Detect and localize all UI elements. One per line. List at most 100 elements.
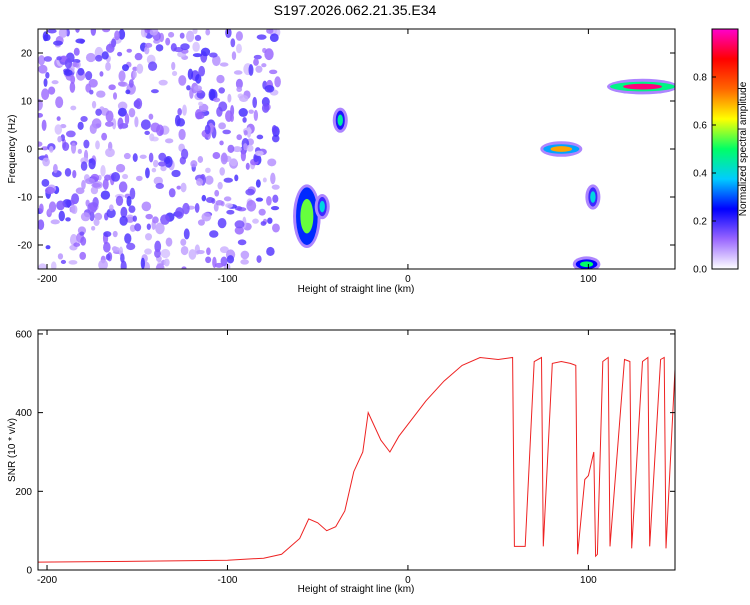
heatmap-cell — [85, 177, 95, 185]
heatmap-cell — [269, 69, 278, 75]
heatmap-cell — [140, 119, 151, 130]
heatmap-cell — [217, 181, 223, 190]
heatmap-cell — [252, 218, 259, 224]
heatmap-cell — [81, 179, 86, 190]
heatmap-x-axis: -200 -100 0 100 — [37, 29, 597, 285]
heatmap-cell — [105, 147, 115, 158]
heatmap-cell — [181, 266, 187, 269]
heatmap-cell — [226, 255, 235, 264]
heatmap-cell — [269, 33, 279, 43]
x-tick-label: -200 — [37, 575, 57, 586]
heatmap-cell — [85, 52, 96, 63]
y-tick-label: -20 — [18, 241, 33, 252]
heatmap-cell — [248, 64, 254, 76]
heatmap-cell — [124, 233, 132, 244]
heatmap-cell — [266, 246, 275, 257]
heatmap-cell — [85, 83, 92, 93]
heatmap-cell — [225, 29, 232, 39]
heatmap-cell — [125, 89, 131, 95]
heatmap-cell — [122, 173, 129, 180]
heatmap-cell — [270, 205, 280, 211]
heatmap-cell — [114, 30, 120, 41]
heatmap-cell — [120, 260, 127, 269]
heatmap-cell — [58, 29, 68, 38]
heatmap-cell — [168, 31, 175, 38]
heatmap-cell — [319, 200, 325, 213]
heatmap-cell — [99, 71, 104, 77]
heatmap-cell — [101, 29, 111, 33]
heatmap-cell — [240, 259, 249, 265]
heatmap-cell — [258, 208, 266, 216]
heatmap-cell — [47, 208, 52, 215]
heatmap-cell — [41, 146, 49, 151]
heatmap-cell — [144, 29, 151, 34]
heatmap-cell — [229, 158, 238, 167]
heatmap-cell — [236, 134, 243, 141]
heatmap-cell — [56, 200, 65, 211]
heatmap-cell — [243, 143, 248, 151]
heatmap-cell — [117, 101, 128, 111]
heatmap-cell — [117, 51, 123, 57]
heatmap-cell — [47, 29, 57, 34]
heatmap-cell — [205, 256, 212, 264]
heatmap-cell — [72, 170, 77, 179]
heatmap-cell — [87, 202, 98, 214]
heatmap-cell — [109, 204, 114, 212]
heatmap-cell — [255, 197, 264, 202]
heatmap-cell — [93, 218, 100, 227]
heatmap-cell — [100, 165, 106, 177]
colorbar-tick-label: 0.0 — [693, 265, 707, 276]
heatmap-cell — [255, 65, 263, 73]
heatmap-cell — [58, 210, 65, 222]
heatmap-cell — [42, 157, 50, 167]
heatmap-cell — [156, 124, 164, 137]
heatmap-cell — [77, 67, 85, 76]
heatmap-cell — [135, 175, 143, 182]
heatmap-cell — [79, 231, 85, 236]
heatmap-cell — [91, 100, 97, 109]
heatmap-cell — [75, 29, 80, 33]
heatmap-cell — [201, 194, 207, 202]
heatmap-cell — [38, 112, 44, 118]
heatmap-cell — [151, 167, 157, 173]
heatmap-cell — [148, 152, 154, 163]
heatmap-cell — [274, 76, 281, 88]
heatmap-cell — [80, 236, 87, 246]
heatmap-cell — [196, 249, 205, 255]
heatmap-cell — [178, 128, 186, 141]
heatmap-cell — [149, 29, 159, 36]
heatmap-cell — [103, 231, 112, 237]
heatmap-cell — [182, 202, 190, 215]
colorbar-label: Normalized spectral amplitude — [738, 81, 749, 216]
heatmap-cell — [183, 228, 190, 240]
heatmap-cell — [65, 130, 76, 138]
heatmap-cell — [72, 61, 77, 68]
heatmap-cell — [101, 51, 109, 60]
heatmap-cell — [195, 73, 202, 84]
heatmap-cell — [185, 30, 195, 43]
heatmap-cell — [180, 245, 189, 256]
heatmap-cell — [160, 248, 171, 259]
heatmap-cell — [145, 233, 152, 241]
heatmap-cell — [63, 69, 73, 76]
heatmap-cell — [54, 124, 63, 135]
heatmap-cell — [234, 220, 245, 229]
heatmap-cell — [165, 37, 171, 46]
heatmap-cell — [43, 34, 51, 41]
heatmap-cell — [252, 96, 258, 109]
heatmap-cell — [232, 146, 242, 153]
heatmap-cell — [176, 118, 186, 127]
heatmap-cell — [590, 191, 596, 203]
heatmap-cell — [132, 70, 137, 79]
snr-y-axis: 0 200 400 600 — [15, 329, 675, 577]
heatmap-cell — [580, 261, 594, 268]
heatmap-cell — [213, 97, 221, 103]
heatmap-cell — [105, 121, 114, 127]
heatmap-cell — [180, 238, 187, 246]
heatmap-cell — [246, 200, 257, 212]
heatmap-cell — [231, 51, 237, 61]
heatmap-cell — [53, 163, 58, 174]
heatmap-cell — [209, 230, 219, 238]
